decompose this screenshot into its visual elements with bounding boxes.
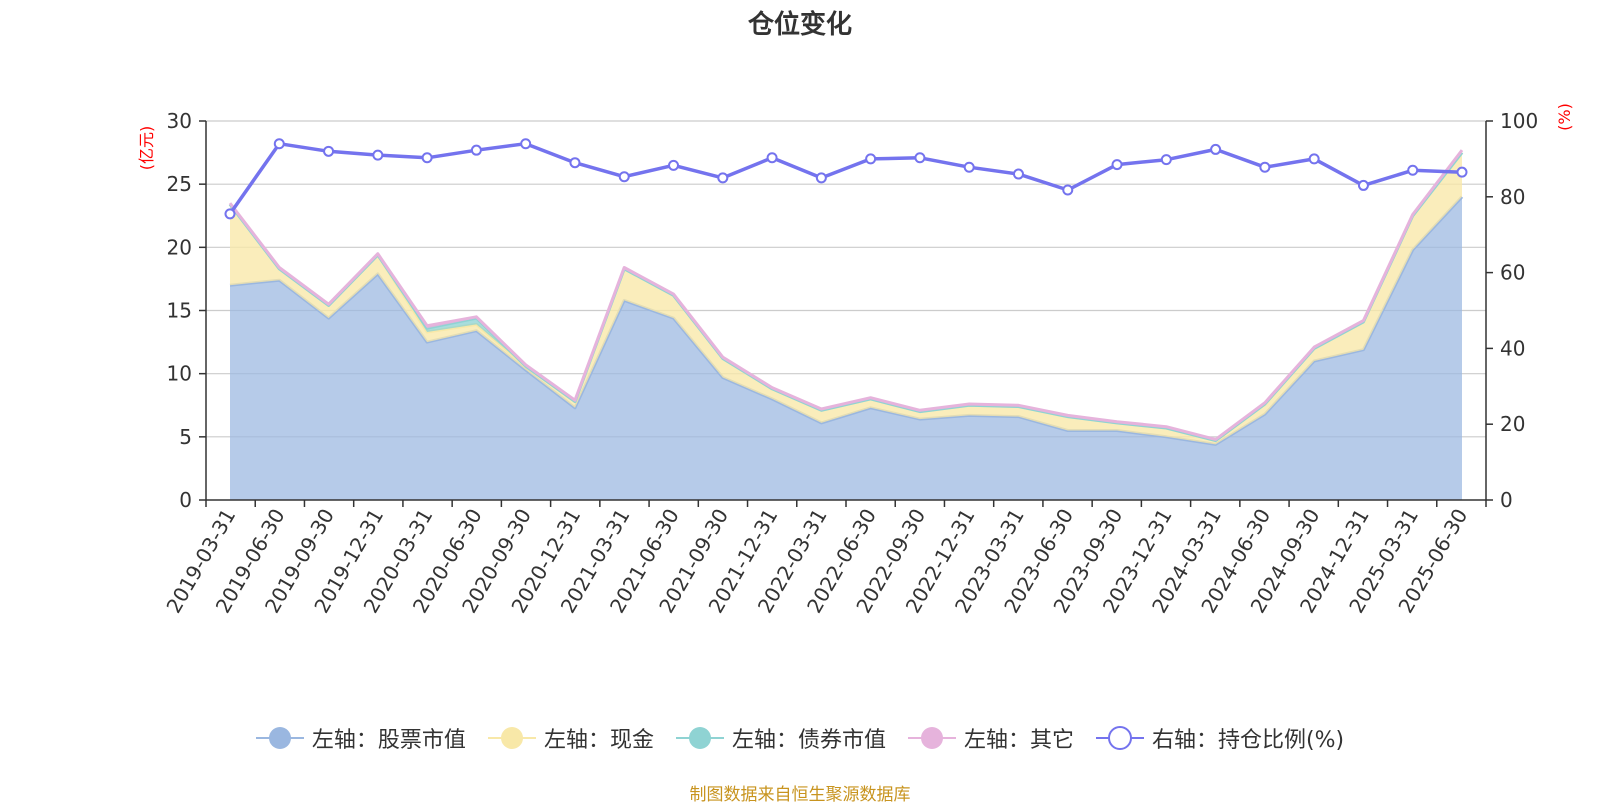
holding-ratio-point (914, 152, 926, 164)
holding-ratio-line (228, 141, 1463, 215)
source-note: 制图数据来自恒生聚源数据库 (689, 785, 911, 805)
right-tick-label: 20 (1500, 412, 1525, 436)
left-unit-label: (亿元) (137, 126, 156, 171)
holding-ratio-point (1111, 159, 1123, 171)
holding-ratio-point (1012, 168, 1024, 180)
holding-ratio-point (470, 144, 482, 156)
right-tick-label: 100 (1500, 109, 1538, 133)
legend-item[interactable]: 左轴：股票市值 (255, 722, 466, 754)
legend-label: 左轴：债券市值 (731, 728, 886, 753)
chart-title: 仓位变化 (747, 10, 852, 40)
holding-ratio-point (717, 172, 729, 184)
holding-ratio-point (372, 149, 384, 161)
holding-ratio-point (323, 145, 335, 157)
legend-label: 左轴：其它 (963, 728, 1074, 753)
left-tick-label: 15 (167, 299, 192, 323)
legend-item[interactable]: 左轴：债券市值 (675, 722, 886, 754)
legend-hollow-circle-icon (1095, 726, 1144, 750)
holding-ratio-point (1308, 153, 1320, 165)
right-tick-label: 80 (1500, 185, 1525, 209)
legend-item[interactable]: 左轴：其它 (907, 722, 1074, 754)
area-line-4 (228, 149, 1464, 441)
legend-circle-icon (255, 727, 304, 749)
legend-item[interactable]: 左轴：现金 (487, 722, 654, 754)
right-unit-label: (%) (1555, 103, 1574, 131)
holding-ratio-point (668, 159, 680, 171)
holding-ratio-point (1407, 164, 1419, 176)
chart-legend: 左轴：股票市值 左轴：现金 左轴：债券市值 左轴：其它 右轴：持仓比例(%) (0, 722, 1600, 754)
holding-ratio-point (224, 208, 236, 220)
area-1 (230, 196, 1462, 501)
holding-ratio-point (520, 138, 532, 150)
holding-ratio-point (1210, 143, 1222, 155)
holding-ratio-point (273, 138, 285, 150)
holding-ratio-point (1062, 184, 1074, 196)
holding-ratio-point (1357, 179, 1369, 191)
chart-plot: 0510152025300204060801002019-03-312019-0… (137, 103, 1574, 617)
holding-ratio-point (815, 172, 827, 184)
legend-label: 右轴：持仓比例(%) (1151, 728, 1345, 753)
holding-ratio-point (963, 161, 975, 173)
legend-label: 左轴：股票市值 (311, 728, 466, 753)
right-tick-label: 0 (1500, 488, 1513, 512)
legend-item[interactable]: 右轴：持仓比例(%) (1095, 722, 1345, 754)
legend-circle-icon (907, 727, 956, 749)
left-tick-label: 25 (167, 172, 192, 196)
left-tick-label: 5 (179, 425, 192, 449)
holding-ratio-point (569, 157, 581, 169)
holding-ratio-point (421, 152, 433, 164)
legend-label: 左轴：现金 (543, 728, 654, 753)
left-tick-label: 10 (167, 362, 192, 386)
legend-circle-icon (675, 727, 724, 749)
legend-circle-icon (487, 727, 536, 749)
holding-ratio-point (1160, 154, 1172, 166)
left-tick-label: 0 (179, 488, 192, 512)
left-tick-label: 20 (167, 235, 192, 259)
holding-ratio-point (766, 152, 778, 164)
holding-ratio-point (865, 153, 877, 165)
holding-ratio-point (1259, 161, 1271, 173)
holding-ratio-point (1456, 166, 1468, 178)
right-tick-label: 40 (1500, 336, 1525, 360)
right-tick-label: 60 (1500, 261, 1525, 285)
left-tick-label: 30 (167, 109, 192, 133)
holding-ratio-point (618, 171, 630, 183)
